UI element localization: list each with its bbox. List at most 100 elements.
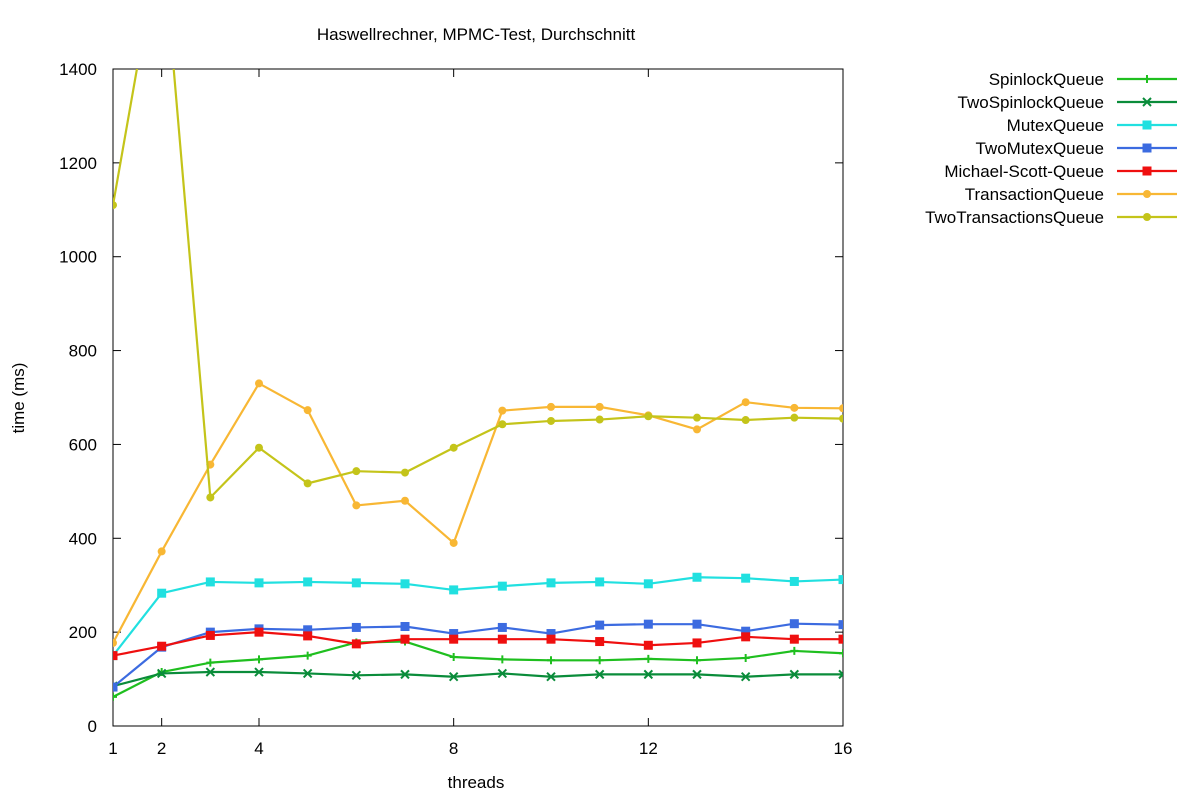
series-line <box>113 631 843 657</box>
data-point <box>449 634 459 644</box>
data-point <box>157 547 166 556</box>
series-line <box>113 670 843 688</box>
legend-label: SpinlockQueue <box>989 70 1104 89</box>
data-point <box>789 669 800 680</box>
y-tick-label: 1400 <box>59 60 97 79</box>
data-point <box>498 655 507 664</box>
data-point <box>643 640 653 650</box>
data-point <box>741 416 750 425</box>
data-point <box>546 672 556 682</box>
data-point <box>498 406 507 415</box>
data-point <box>789 619 799 629</box>
data-point <box>255 443 263 452</box>
data-point <box>113 682 118 692</box>
data-point <box>255 655 263 664</box>
y-tick-label: 0 <box>88 717 97 736</box>
x-tick-label: 12 <box>639 739 658 758</box>
data-point <box>156 668 167 679</box>
data-point <box>351 639 361 649</box>
data-point <box>113 638 117 647</box>
legend-entry: MutexQueue <box>1007 116 1177 135</box>
plot-series <box>113 69 843 701</box>
data-point <box>351 578 361 588</box>
legend-label: TwoTransactionsQueue <box>925 208 1104 227</box>
legend-marker <box>1143 213 1151 221</box>
data-point <box>351 622 361 632</box>
series-twotransactionsqueue <box>113 69 843 502</box>
data-point <box>547 402 555 411</box>
data-point <box>400 634 410 644</box>
legend: SpinlockQueue TwoSpinlockQueue MutexQueue T… <box>925 70 1177 227</box>
data-point <box>741 398 750 407</box>
legend-marker <box>1142 120 1152 130</box>
y-tick-label: 200 <box>69 623 97 642</box>
data-point <box>789 576 799 586</box>
series-line <box>113 69 843 499</box>
x-tick-label: 16 <box>834 739 853 758</box>
data-point <box>594 669 605 680</box>
data-point <box>303 577 313 587</box>
data-point <box>449 443 458 452</box>
y-tick-label: 600 <box>69 435 97 454</box>
data-point <box>206 658 215 667</box>
data-point <box>692 669 702 680</box>
data-point <box>595 637 605 647</box>
data-point <box>449 585 459 595</box>
data-point <box>448 672 459 682</box>
legend-marker <box>1142 143 1152 153</box>
x-tick-label: 1 <box>108 739 117 758</box>
data-point <box>741 573 751 583</box>
data-point <box>302 668 313 679</box>
data-point <box>644 654 653 663</box>
data-point <box>546 629 556 639</box>
legend-entry: TwoMutexQueue <box>975 139 1177 158</box>
data-point <box>741 632 751 642</box>
data-point <box>838 634 843 644</box>
data-point <box>595 656 604 665</box>
data-point <box>839 649 843 658</box>
data-point <box>157 588 167 598</box>
data-point <box>839 404 843 413</box>
data-point <box>790 646 799 655</box>
legend-marker <box>1143 75 1151 83</box>
data-point <box>400 622 410 632</box>
data-point <box>693 656 701 665</box>
legend-entry: TwoTransactionsQueue <box>925 208 1177 227</box>
data-point <box>352 467 361 476</box>
series-line <box>113 622 843 688</box>
data-point <box>449 538 458 547</box>
x-tick-label: 2 <box>157 739 166 758</box>
data-point <box>303 479 312 488</box>
data-point <box>643 669 654 680</box>
data-point <box>303 406 312 415</box>
data-point <box>740 672 751 682</box>
legend-label: TwoMutexQueue <box>975 139 1104 158</box>
data-point <box>741 626 751 636</box>
legend-entry: TwoSpinlockQueue <box>958 93 1177 112</box>
data-point <box>692 572 702 582</box>
legend-label: MutexQueue <box>1007 116 1104 135</box>
data-point <box>303 631 313 641</box>
data-point <box>254 578 264 588</box>
y-tick-label: 400 <box>69 529 97 548</box>
data-point <box>497 668 508 679</box>
data-point <box>595 402 604 411</box>
data-point <box>497 634 507 644</box>
data-point <box>157 641 167 651</box>
data-point <box>352 501 361 510</box>
data-point <box>595 415 604 424</box>
x-axis-label: threads <box>448 773 505 792</box>
data-point <box>546 634 556 644</box>
data-point <box>692 619 702 629</box>
data-point <box>595 577 605 587</box>
x-tick-label: 8 <box>449 739 458 758</box>
chart-title: Haswellrechner, MPMC-Test, Durchschnitt <box>317 25 636 44</box>
legend-label: Michael-Scott-Queue <box>944 162 1104 181</box>
data-point <box>644 412 653 421</box>
data-point <box>692 638 702 648</box>
data-point <box>547 656 555 665</box>
data-point <box>449 629 459 639</box>
data-point <box>401 468 409 477</box>
series-line <box>113 576 843 657</box>
